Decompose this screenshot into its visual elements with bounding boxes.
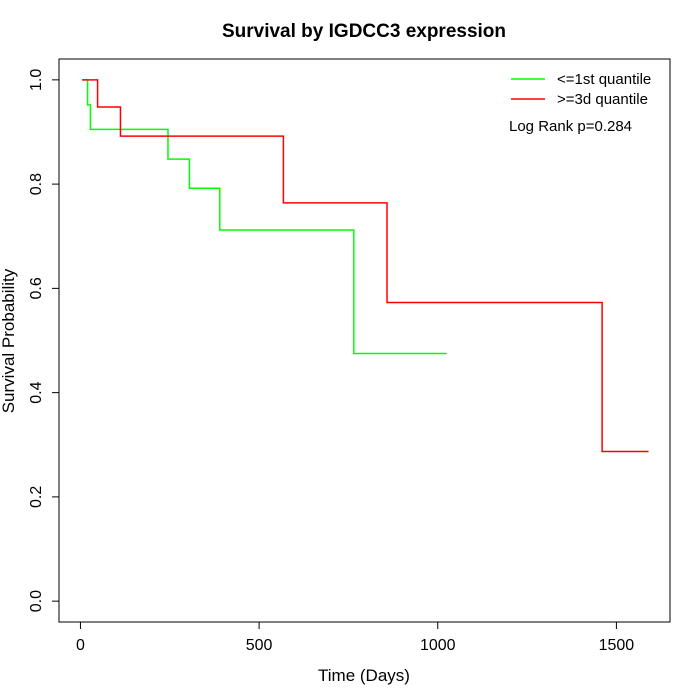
- log-rank-annotation: Log Rank p=0.284: [509, 118, 632, 135]
- legend: <=1st quantile >=3d quantile: [511, 71, 651, 108]
- y-tick-label: 1.0: [28, 69, 45, 91]
- series-layer: [82, 79, 649, 453]
- x-axis: 0 500 1000 1500: [76, 621, 635, 654]
- x-tick-label: 0: [76, 637, 85, 654]
- x-axis-label: Time (Days): [318, 666, 410, 685]
- y-tick-label: 0.2: [28, 486, 45, 508]
- y-tick-label: 0.8: [28, 173, 45, 195]
- y-axis: 0.0 0.2 0.4 0.6 0.8 1.0: [28, 69, 60, 612]
- survival-curve-low: [82, 79, 447, 355]
- survival-curve-high: [82, 79, 649, 453]
- x-tick-label: 500: [246, 637, 273, 654]
- chart-title: Survival by IGDCC3 expression: [222, 21, 506, 42]
- x-tick-label: 1000: [420, 637, 456, 654]
- y-tick-label: 0.4: [28, 381, 45, 403]
- y-tick-label: 0.0: [28, 590, 45, 612]
- x-tick-label: 1500: [599, 637, 635, 654]
- y-tick-label: 0.6: [28, 277, 45, 299]
- y-axis-label: Survival Probability: [0, 268, 18, 413]
- legend-label-high: >=3d quantile: [557, 91, 648, 108]
- legend-label-low: <=1st quantile: [557, 71, 651, 88]
